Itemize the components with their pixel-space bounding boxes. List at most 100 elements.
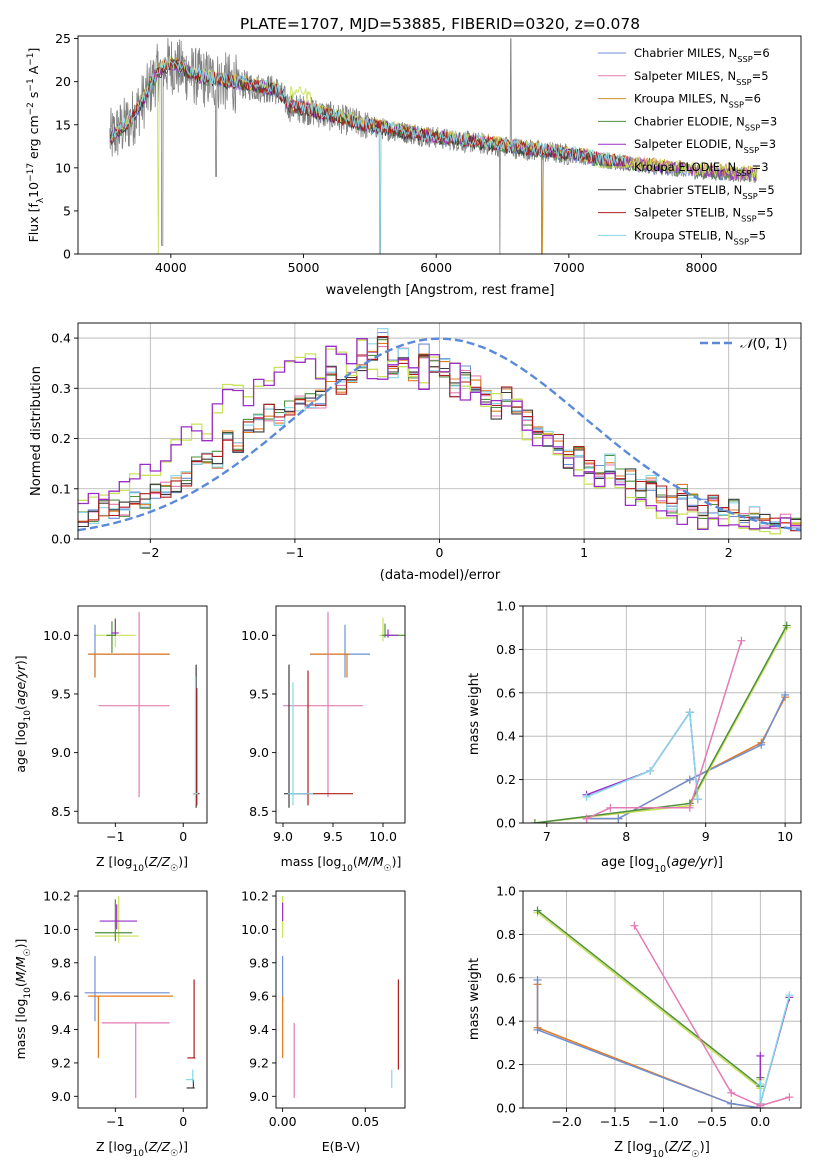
x-tick-label: 6000 [420, 260, 452, 275]
series-kroupa-elodie [534, 627, 788, 823]
series-kroupa-miles [536, 984, 761, 1108]
series-salpeter-miles [633, 925, 790, 1107]
y-tick-label: 0.1 [51, 481, 71, 496]
axes-frame [522, 605, 802, 824]
x-tick-label: 0 [179, 829, 187, 844]
hist-salpeter_elodie [78, 338, 801, 530]
axes-frame [522, 890, 802, 1109]
weight-age-lines [530, 621, 791, 823]
x-tick-label: 0.0 [750, 1114, 770, 1129]
x-tick-label: 0.05 [351, 1114, 379, 1129]
legend-entry: Kroupa ELODIE, NSSP=3 [634, 160, 769, 178]
y-tick-label: 10.2 [43, 889, 71, 904]
legend-entry: Chabrier MILES, NSSP=6 [634, 46, 770, 64]
series-kroupa-elodie [537, 912, 762, 1091]
y-axis-label: Normed distribution [29, 366, 44, 496]
series-kroupa-stelib [759, 994, 791, 1104]
y-tick-label: 0.8 [496, 927, 516, 942]
y-tick-label: 0.2 [496, 1057, 516, 1072]
y-tick-label: 9.4 [249, 1022, 269, 1037]
y-tick-label: 9.0 [51, 1089, 71, 1104]
x-tick-label: 9.0 [273, 829, 293, 844]
x-tick-label: 5000 [288, 260, 320, 275]
y-tick-label: 0.6 [496, 970, 516, 985]
series-chabrier-miles [586, 694, 786, 820]
y-tick-label: 9.6 [51, 989, 71, 1004]
hist-salpeter_stelib [78, 336, 801, 532]
y-tick-label: 0.6 [496, 685, 516, 700]
x-tick-label: −0.5 [697, 1114, 727, 1129]
x-tick-label: −2.0 [551, 1114, 581, 1129]
histogram-lines [78, 328, 801, 535]
legend-entry: Kroupa MILES, NSSP=6 [634, 92, 761, 110]
y-tick-label: 0.8 [496, 642, 516, 657]
x-tick-label: 0 [436, 545, 444, 560]
y-tick-label: 0.2 [496, 772, 516, 787]
y-tick-label: 10.0 [241, 628, 269, 643]
x-tick-label: −1.0 [648, 1114, 678, 1129]
x-tick-label: −1 [106, 829, 124, 844]
y-tick-label: 9.4 [51, 1022, 71, 1037]
legend-entry: Chabrier STELIB, NSSP=5 [634, 183, 775, 201]
x-tick-label: 1 [580, 545, 588, 560]
legend-entry: Salpeter MILES, NSSP=5 [634, 69, 769, 87]
x-axis-label: wavelength [Angstrom, rest frame] [326, 283, 555, 298]
x-tick-label: 8000 [686, 260, 718, 275]
y-tick-label: 0.0 [496, 816, 516, 831]
spectrum-lines [109, 37, 758, 254]
y-tick-label: 9.8 [249, 955, 269, 970]
y-tick-label: 9.2 [51, 1055, 71, 1070]
y-tick-label: 25 [55, 31, 71, 46]
weight-z-lines [533, 906, 794, 1108]
y-tick-label: 0 [63, 247, 71, 262]
y-tick-label: 8.5 [249, 804, 269, 819]
scatter-age-mass [283, 611, 405, 808]
x-axis-label: E(B-V) [322, 1139, 361, 1154]
x-tick-label: 7000 [553, 260, 585, 275]
x-axis-label: mass [log10(M/M☉)] [281, 854, 402, 874]
y-tick-label: 1.0 [496, 599, 516, 614]
x-tick-label: 2 [725, 545, 733, 560]
axes-frame [77, 35, 802, 255]
x-tick-label: −1 [286, 545, 304, 560]
y-tick-label: 10.0 [241, 922, 269, 937]
y-axis-label: mass weight [467, 958, 482, 1040]
legend-entry: 𝒩(0, 1) [740, 337, 787, 352]
x-tick-label: 10 [777, 829, 793, 844]
y-tick-label: 0.3 [51, 381, 71, 396]
y-tick-label: 20 [55, 74, 71, 89]
plot-layer: 4000 5000 6000 7000 80000510152025wavelength… [13, 31, 802, 1160]
y-tick-label: 10.0 [43, 922, 71, 937]
y-tick-label: 0.4 [496, 1014, 516, 1029]
y-tick-label: 9.0 [249, 1089, 269, 1104]
x-tick-label: 10.0 [369, 829, 397, 844]
x-tick-label: −1 [106, 1114, 124, 1129]
y-tick-label: 9.5 [249, 686, 269, 701]
axes-frame [77, 605, 208, 824]
y-tick-label: 8.5 [51, 804, 71, 819]
axes-frame [275, 890, 406, 1109]
x-tick-label: 7 [543, 829, 551, 844]
x-tick-label: 0.00 [269, 1114, 297, 1129]
model-kroupa_stelib [110, 58, 626, 254]
y-tick-label: 0.2 [51, 431, 71, 446]
y-tick-label: 9.0 [249, 745, 269, 760]
y-tick-label: 10.2 [241, 889, 269, 904]
x-tick-label: 4000 [155, 260, 187, 275]
x-axis-label: (data-model)/error [380, 568, 501, 583]
x-tick-label: 0 [179, 1114, 187, 1129]
y-tick-label: 10 [55, 160, 71, 175]
x-tick-label: 9.5 [323, 829, 343, 844]
y-tick-label: 0.0 [51, 532, 71, 547]
y-tick-label: 0.0 [496, 1101, 516, 1116]
x-axis-label: age [log10(age/yr)] [601, 855, 723, 875]
x-tick-label: −2 [141, 545, 159, 560]
figure-title: PLATE=1707, MJD=53885, FIBERID=0320, z=0… [240, 15, 640, 33]
legend-entry: Chabrier ELODIE, NSSP=3 [634, 114, 777, 132]
y-axis-label: mass weight [467, 673, 482, 755]
y-tick-label: 0.4 [51, 331, 71, 346]
y-tick-label: 9.5 [51, 686, 71, 701]
y-tick-label: 5 [63, 203, 71, 218]
x-tick-label: −1.5 [600, 1114, 630, 1129]
y-tick-label: 10.0 [43, 628, 71, 643]
